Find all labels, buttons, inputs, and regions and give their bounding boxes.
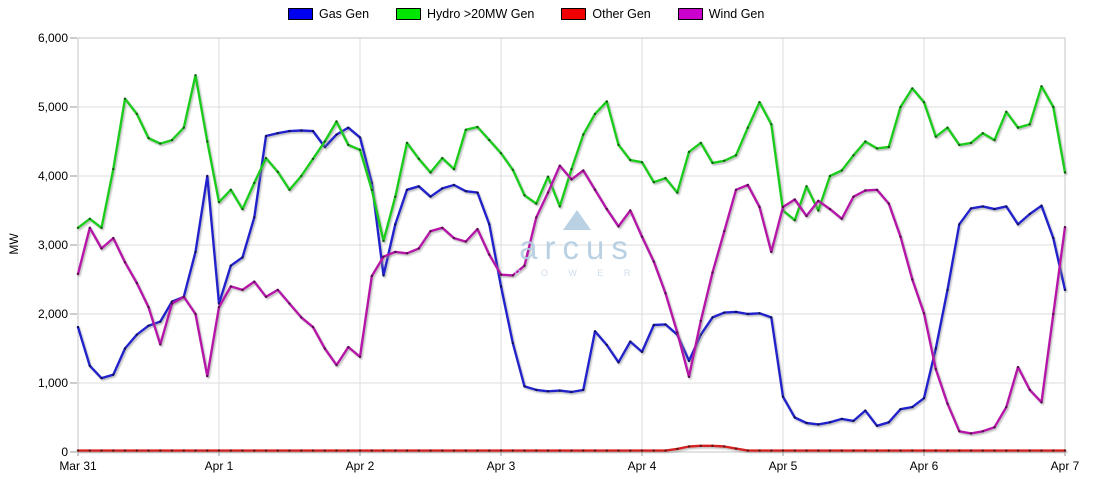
axis-ticks [70,37,1066,456]
x-tick-label: Apr 1 [204,459,234,473]
legend-swatch-icon [561,8,587,20]
series-wind-gen [76,164,1067,435]
y-tick-label: 5,000 [37,100,68,114]
x-tick-label: Apr 5 [768,459,798,473]
legend-item-gas-gen: Gas Gen [288,7,369,21]
series-other-gen [76,444,1067,452]
plot-border [77,37,1066,453]
y-tick-label: 0 [61,445,68,459]
x-tick-label: Apr 2 [345,459,375,473]
x-tick-label: Apr 4 [627,459,657,473]
legend-swatch-icon [396,8,422,20]
legend-item-wind-gen: Wind Gen [677,7,765,21]
x-tick-label: Apr 6 [909,459,939,473]
legend-label: Other Gen [592,7,651,21]
legend-swatch-icon [677,8,703,20]
chart-legend: Gas Gen Hydro >20MW Gen Other Gen Wind Gen [288,7,764,21]
legend-label: Gas Gen [319,7,370,21]
x-tick-label: Apr 3 [486,459,516,473]
y-tick-label: 2,000 [37,307,68,321]
series-gas-gen [76,126,1067,427]
legend-item-other-gen: Other Gen [561,7,651,21]
y-tick-label: 6,000 [37,31,68,45]
legend-label: Wind Gen [708,7,765,21]
legend-item-hydro-20mw-gen: Hydro >20MW Gen [396,7,534,21]
series-hydro-20mw-gen [76,74,1067,243]
x-tick-label: Mar 31 [59,459,97,473]
data-series [76,74,1067,452]
y-tick-label: 4,000 [37,169,68,183]
y-tick-label: 1,000 [37,376,68,390]
x-tick-label: Apr 7 [1050,459,1080,473]
legend-swatch-icon [288,8,313,20]
y-tick-label: 3,000 [37,238,68,252]
legend-label: Hydro >20MW Gen [427,7,535,21]
gridlines [77,37,1066,453]
